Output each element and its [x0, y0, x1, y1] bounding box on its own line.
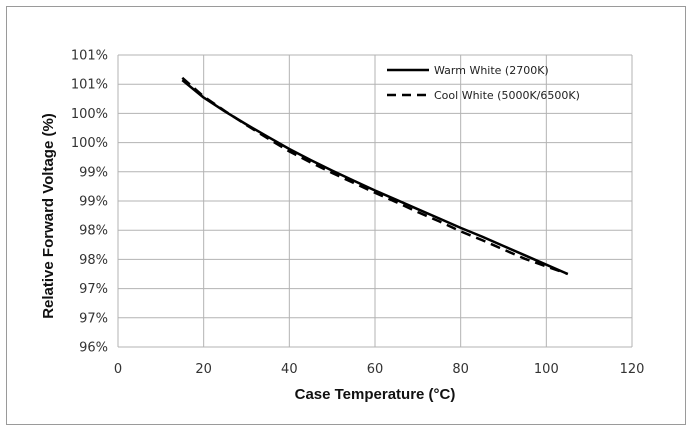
- x-tick-label: 0: [114, 362, 122, 377]
- x-tick-label: 40: [281, 362, 298, 377]
- y-tick-label: 100%: [71, 136, 108, 151]
- y-axis-ticks: 96% 97% 97% 98% 98% 99% 99% 100% 100% 101% 101%: [71, 49, 108, 356]
- series-line-warm-white: [181, 79, 569, 276]
- y-tick-label: 100%: [71, 107, 108, 122]
- y-tick-label: 98%: [79, 253, 108, 268]
- y-tick-label: 99%: [79, 165, 108, 180]
- legend-label-cool-white: Cool White (5000K/6500K): [434, 89, 580, 102]
- y-tick-label: 101%: [71, 78, 108, 93]
- x-tick-label: 20: [195, 362, 212, 377]
- y-tick-label: 97%: [79, 282, 108, 297]
- y-axis-title: Relative Forward Voltage (%): [40, 113, 57, 319]
- series-layer: [181, 76, 569, 276]
- x-axis-ticks: 0 20 40 60 80 100 120: [114, 362, 645, 377]
- y-tick-label: 99%: [79, 195, 108, 210]
- legend-label-warm-white: Warm White (2700K): [434, 64, 549, 77]
- x-tick-label: 100: [534, 362, 559, 377]
- grid-lines: [117, 54, 633, 348]
- y-tick-label: 96%: [79, 341, 108, 356]
- y-tick-label: 101%: [71, 49, 108, 64]
- x-tick-label: 80: [452, 362, 469, 377]
- legend: Warm White (2700K) Cool White (5000K/650…: [387, 64, 580, 102]
- x-tick-label: 120: [620, 362, 645, 377]
- series-line-cool-white: [181, 76, 569, 276]
- y-tick-label: 97%: [79, 311, 108, 326]
- x-tick-label: 60: [367, 362, 384, 377]
- y-tick-label: 98%: [79, 224, 108, 239]
- x-axis-title: Case Temperature (°C): [295, 386, 456, 403]
- chart-frame: [6, 6, 686, 425]
